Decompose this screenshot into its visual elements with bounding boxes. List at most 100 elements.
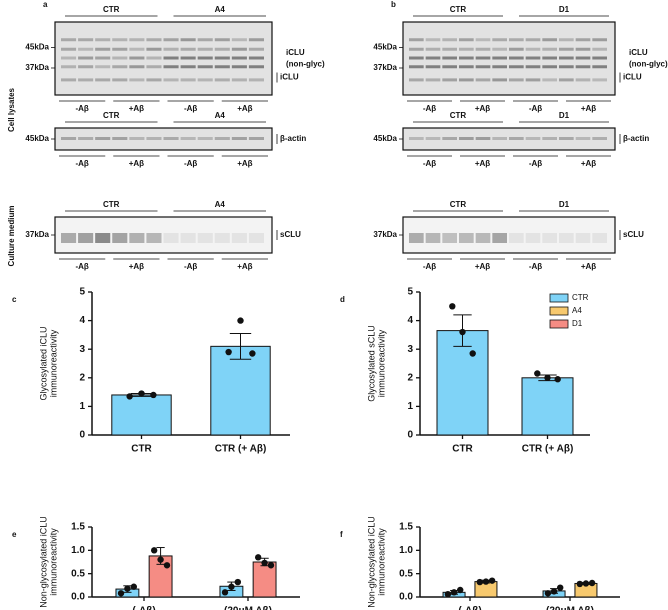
band [475,137,491,140]
x-tick-label: (20μM Aβ) [224,606,272,610]
band [509,233,524,243]
y-axis-label: Non-glycosylated iCLU [38,516,48,608]
data-point [550,588,558,595]
legend-swatch [549,293,569,303]
band [61,78,77,82]
band [575,38,591,42]
band [129,38,145,42]
data-point [221,589,229,596]
band [559,78,574,82]
panel-label: d [340,295,345,304]
band [248,137,264,140]
band [475,65,491,69]
band [61,56,77,60]
lane-label: -Aβ [529,104,542,113]
band [509,38,524,42]
band [542,65,557,69]
lane-label: +Aβ [581,104,596,113]
error-bar [229,332,252,360]
lane-label: +Aβ [129,262,144,271]
bands [61,38,264,82]
band [61,137,77,140]
band [197,137,213,140]
band [146,47,162,51]
band [180,56,196,60]
data-point [576,580,583,588]
protein-label: sCLU [623,230,644,239]
group-label: CTR [103,200,120,209]
lane-label: -Aβ [184,159,197,168]
band [95,38,111,42]
band [231,233,247,243]
band [492,65,507,69]
band [509,65,524,69]
x-tick-label: CTR (+ Aβ) [522,444,574,455]
band [248,47,264,51]
band [475,78,491,82]
band [197,38,213,42]
band [112,233,128,243]
band [78,47,94,51]
legend-label: A4 [572,306,582,315]
band [492,56,507,60]
data-point [450,589,458,596]
group-label: CTR [103,111,120,120]
band [425,56,441,60]
band [442,65,457,69]
data-point [157,556,164,563]
band [146,56,162,60]
band [442,47,457,51]
band [78,38,94,42]
band [248,56,264,60]
y-tick-label: 1 [407,401,413,412]
band [214,47,230,51]
y-tick-label: 1.0 [399,545,413,556]
band [492,78,507,82]
band [129,56,145,60]
band [95,78,111,82]
data-point [534,370,541,377]
data-point [117,590,125,597]
band [425,38,441,42]
band [542,47,557,51]
band [509,47,524,51]
band [559,65,574,69]
band [559,233,574,243]
band [78,137,94,140]
band [197,47,213,51]
bar [111,394,172,436]
band [146,38,162,42]
y-tick-label: 2 [407,372,413,383]
band [575,47,591,51]
data-point [476,578,483,586]
band [442,233,457,243]
kda-label: 37kDa [373,63,397,72]
y-tick-label: 3 [407,344,413,355]
data-point [130,583,138,590]
band [409,137,424,140]
band [592,65,607,69]
band [146,65,162,69]
band [163,47,179,51]
data-point [150,547,158,554]
protein-label: iCLU [286,48,305,57]
band [559,137,574,140]
band [459,78,474,82]
band [197,78,213,82]
y-tick-label: 3 [79,344,85,355]
band [112,78,128,82]
data-point [126,393,133,400]
bands [409,137,607,140]
band [129,137,145,140]
band [112,137,128,140]
protein-label: (non-glyc) [286,59,325,68]
band [214,65,230,69]
bar [521,377,574,436]
data-point [163,562,171,569]
panel-label: b [391,0,396,9]
band [559,47,574,51]
band [475,47,491,51]
blot [402,216,616,254]
group-label: D1 [559,111,570,120]
